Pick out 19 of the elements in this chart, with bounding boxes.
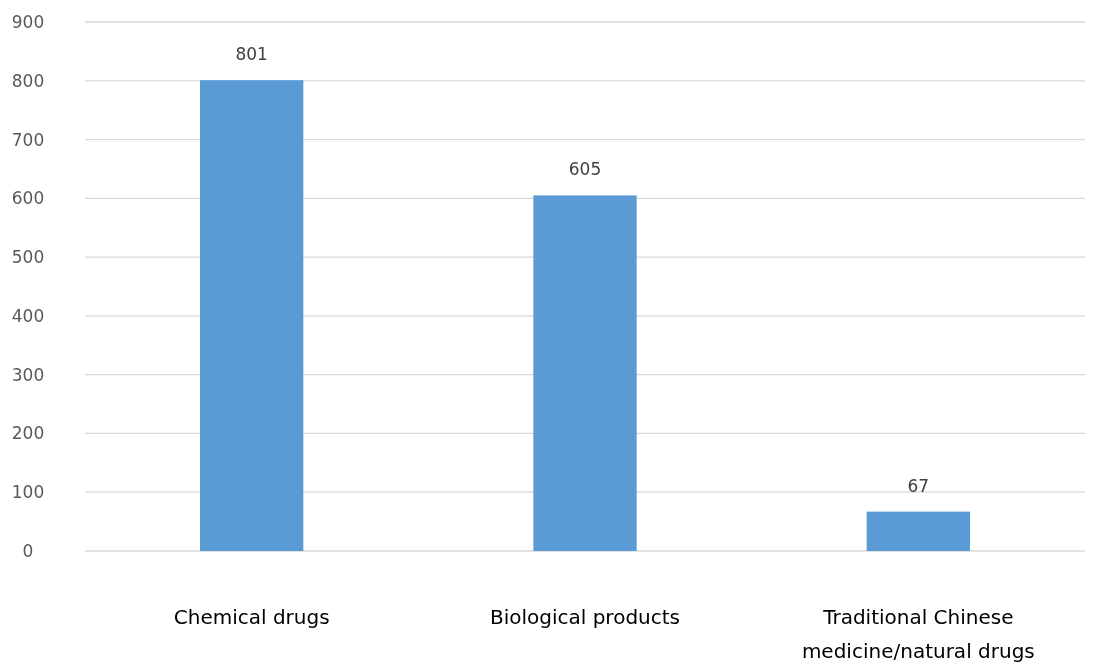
x-tick-label: Traditional Chinese medicine/natural drugs [801, 605, 1035, 663]
y-tick-label: 200 [11, 423, 45, 444]
data-label: 605 [568, 159, 602, 180]
y-tick-label: 100 [11, 482, 45, 503]
y-tick-label: 600 [11, 188, 45, 209]
bar [200, 80, 304, 551]
y-tick-label: 900 [11, 11, 45, 32]
bar [533, 195, 637, 551]
data-label: 67 [907, 475, 930, 496]
x-tick-label: Biological products [489, 605, 681, 629]
y-tick-label: 0 [22, 540, 34, 561]
y-tick-label: 300 [11, 364, 45, 385]
y-tick-label: 800 [11, 70, 45, 91]
data-label: 801 [235, 44, 268, 65]
x-tick-label: Chemical drugs [173, 605, 330, 629]
y-tick-label: 500 [11, 247, 45, 268]
y-tick-label: 400 [11, 305, 45, 326]
y-tick-label: 700 [11, 129, 45, 150]
bar [866, 511, 970, 551]
